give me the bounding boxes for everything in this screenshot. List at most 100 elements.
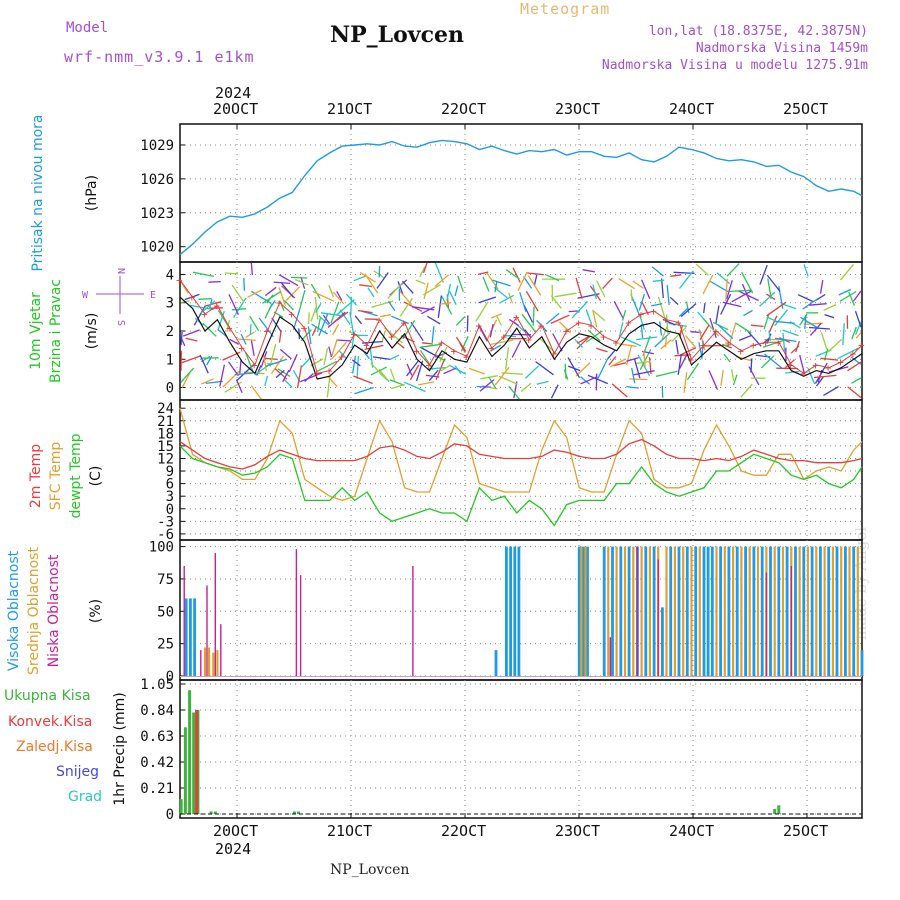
wind-arrow: [314, 296, 319, 320]
gust-marker: +: [675, 317, 682, 330]
gust-marker: +: [238, 342, 245, 355]
temp-unit-label: (C): [88, 466, 104, 487]
cloud-bar-0: [760, 546, 764, 676]
wind-arrow: [701, 340, 704, 360]
wind-arrow: [328, 346, 333, 358]
wind-arrow: [310, 283, 321, 299]
wind-arrow: [636, 336, 658, 341]
cloud-bar-0: [752, 546, 756, 676]
wind-arrow: [180, 367, 195, 383]
wind-arrow: [800, 316, 819, 329]
wind-arrow: [180, 331, 183, 346]
wind-arrow: [318, 315, 330, 326]
wind-arrow: [660, 278, 664, 299]
wind-arrow: [523, 304, 534, 323]
gust-marker: +: [663, 314, 670, 327]
wind-arrow: [239, 359, 242, 374]
wind-arrow: [438, 302, 452, 306]
wind-arrow: [709, 317, 717, 338]
wind-arrow: [311, 323, 328, 335]
precip-legend-label: Grad: [68, 789, 102, 805]
y-tick-label: 25: [157, 637, 174, 653]
wind-arrow: [629, 378, 648, 381]
wind-arrow: [651, 302, 663, 307]
gust-marker: +: [850, 348, 857, 361]
wind-arrow: [715, 305, 720, 324]
gust-marker: +: [388, 331, 395, 344]
wind-arrow: [735, 322, 752, 334]
wind-arrow: [587, 329, 601, 342]
cloud-bar-0: [619, 546, 623, 676]
gust-marker: +: [525, 333, 532, 346]
gust-marker: +: [288, 308, 295, 321]
wind-arrow: [618, 278, 636, 290]
compass-e-label: E: [150, 290, 156, 301]
wind-arrow: [785, 370, 800, 374]
wind-arrow: [750, 358, 753, 373]
wind-arrow: [550, 384, 559, 399]
gust-marker: +: [251, 359, 258, 372]
gust-marker: +: [413, 345, 420, 358]
wind-arrow: [760, 355, 775, 369]
wind-arrow: [563, 369, 569, 380]
wind-arrow: [264, 303, 273, 319]
wind-arrow: [422, 284, 441, 296]
wind-arrow: [803, 322, 823, 326]
wind-arrow: [264, 286, 277, 297]
wind-arrow: [440, 364, 451, 372]
wind-arrow: [316, 360, 338, 372]
wind-arrow: [370, 362, 386, 379]
cloud-bar-2: [183, 566, 185, 676]
gust-marker: +: [688, 353, 695, 366]
wind-arrow: [660, 339, 672, 350]
wind-arrow: [575, 362, 591, 377]
gust-marker: +: [463, 350, 470, 363]
gust-marker: +: [858, 339, 865, 352]
wind-arrow: [855, 332, 862, 339]
wind-arrow: [678, 347, 697, 357]
wind-arrow: [729, 322, 737, 344]
wind-arrow: [499, 294, 515, 304]
wind-arrow: [766, 301, 787, 317]
cloud-bar-1: [815, 546, 818, 676]
y-tick-label: 75: [157, 572, 174, 588]
wind-arrow: [285, 286, 301, 301]
wind-arrow: [421, 342, 433, 345]
wind-arrow: [625, 345, 633, 366]
wind-arrow: [511, 340, 522, 358]
cloud-bar-0: [652, 546, 656, 676]
wind-arrow: [768, 330, 771, 341]
wind-arrow: [459, 342, 466, 353]
wind-arrow: [209, 307, 224, 309]
cloud-bar-0: [802, 546, 806, 676]
cloud-bar-1: [216, 650, 219, 676]
gust-marker: +: [825, 362, 832, 375]
wind-arrow: [677, 354, 682, 375]
precip-bar-0: [213, 811, 217, 814]
wind-arrow: [290, 276, 308, 279]
wind-arrow: [422, 262, 428, 274]
wind-arrow: [774, 309, 789, 327]
wind-arrow: [421, 306, 435, 315]
x-tick-label-bottom: 24OCT: [669, 822, 714, 840]
wind-arrow: [278, 287, 286, 306]
wind-arrow: [357, 309, 373, 314]
wind-arrow: [759, 291, 776, 307]
gust-marker: +: [750, 339, 757, 352]
cloud-bar-0: [769, 546, 772, 676]
wind-arrow: [732, 374, 738, 386]
gust-marker: +: [563, 325, 570, 338]
precip-bar-0: [179, 799, 183, 814]
wind-arrow: [633, 358, 641, 379]
wind-arrow: [490, 313, 503, 319]
wind-arrow: [299, 372, 323, 383]
wind-arrow: [454, 285, 459, 297]
wind-arrow: [387, 281, 404, 300]
cloud-bar-1: [615, 546, 618, 676]
cloud-bar-2: [609, 637, 612, 676]
wind-arrow: [323, 348, 329, 366]
wind-arrow: [234, 372, 254, 376]
wind-arrow: [730, 369, 735, 382]
gust-marker: +: [613, 336, 620, 349]
wind-arrow: [345, 293, 357, 306]
